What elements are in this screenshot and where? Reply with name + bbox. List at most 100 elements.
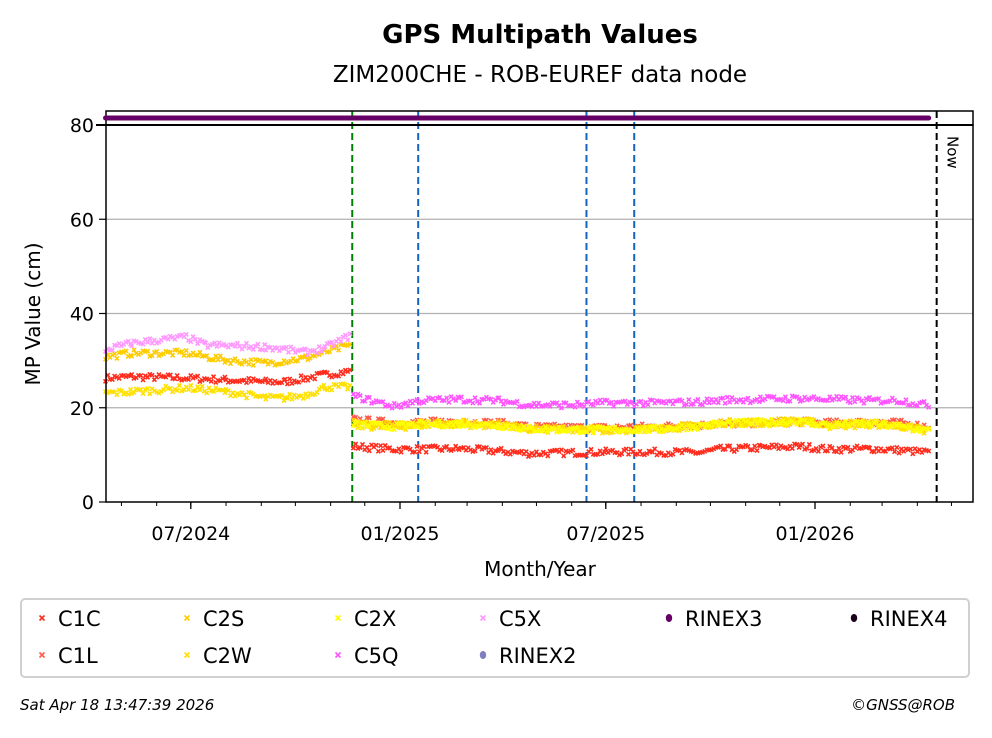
data-point	[140, 341, 146, 347]
data-point	[185, 387, 192, 393]
data-point	[305, 394, 311, 400]
data-point	[195, 373, 201, 379]
data-point	[463, 423, 469, 429]
data-point	[533, 403, 540, 410]
data-point	[210, 374, 217, 380]
data-point	[827, 417, 833, 423]
data-point	[570, 447, 576, 453]
data-point	[140, 391, 146, 397]
data-point	[138, 386, 144, 393]
data-point	[286, 349, 292, 355]
data-point	[347, 367, 353, 373]
data-point	[400, 420, 406, 426]
legend-marker-icon	[183, 651, 191, 659]
data-point	[303, 347, 309, 353]
data-point	[183, 331, 189, 338]
data-point	[283, 344, 289, 350]
data-point	[183, 347, 189, 354]
data-point	[114, 355, 120, 361]
data-point	[329, 340, 335, 346]
data-point	[646, 429, 652, 435]
data-point	[345, 337, 351, 343]
data-point	[287, 376, 293, 382]
legend-label: RINEX2	[499, 644, 577, 668]
data-point	[434, 423, 441, 429]
data-point	[357, 393, 363, 399]
data-point	[353, 441, 359, 447]
legend-label: RINEX4	[870, 607, 948, 631]
data-point	[414, 397, 420, 403]
data-point	[208, 378, 214, 384]
data-point	[749, 447, 756, 453]
data-point	[836, 445, 842, 451]
data-point	[192, 388, 198, 394]
data-point	[213, 353, 219, 359]
data-point	[840, 422, 846, 428]
data-point	[804, 445, 810, 451]
data-point	[903, 397, 909, 403]
data-point	[284, 381, 291, 387]
data-point	[495, 421, 501, 427]
data-point	[679, 398, 685, 404]
data-point	[733, 447, 740, 453]
data-point	[882, 420, 889, 426]
legend-item-c1c: C1C	[38, 607, 101, 631]
data-point	[129, 371, 135, 378]
data-point	[590, 429, 596, 435]
data-point	[638, 398, 644, 404]
data-point	[619, 451, 625, 457]
data-point	[170, 352, 176, 358]
series-c2x	[350, 416, 932, 436]
legend-label: C2X	[354, 607, 396, 631]
x-tick-label: 07/2024	[151, 523, 230, 545]
data-point	[425, 418, 431, 424]
x-tick-label: 01/2026	[776, 523, 855, 545]
data-point	[824, 397, 831, 404]
data-point	[248, 357, 254, 363]
data-point	[423, 423, 429, 429]
legend-label: C5X	[499, 607, 541, 631]
data-point	[583, 428, 590, 435]
data-point	[849, 394, 856, 401]
data-point	[230, 390, 236, 396]
series-c5q	[350, 391, 932, 411]
data-point	[181, 352, 187, 358]
data-point	[412, 449, 418, 455]
legend-label: RINEX3	[685, 607, 763, 631]
data-point	[336, 373, 342, 379]
data-point	[581, 403, 587, 410]
data-point	[635, 425, 641, 431]
data-point	[255, 341, 261, 347]
data-point	[359, 441, 366, 447]
data-point	[423, 449, 429, 455]
data-point	[342, 382, 348, 388]
data-point	[444, 395, 450, 401]
data-point	[545, 453, 551, 459]
legend-label: C2W	[203, 644, 252, 668]
data-point	[757, 394, 763, 400]
data-point	[876, 395, 882, 402]
data-point	[321, 382, 327, 388]
y-tick-label: 0	[82, 492, 94, 514]
x-tick-label: 01/2025	[361, 523, 440, 545]
series-c2w	[102, 381, 932, 436]
data-point	[174, 387, 180, 394]
data-point	[519, 427, 525, 433]
legend-marker-icon	[479, 651, 487, 659]
data-point	[683, 401, 690, 407]
data-point	[718, 443, 724, 449]
data-point	[845, 444, 851, 450]
legend-label: C5Q	[354, 644, 399, 668]
data-point	[749, 421, 756, 427]
data-point	[645, 402, 651, 408]
x-axis: 07/2024 01/2025 07/2025 01/2026	[120, 502, 952, 545]
data-point	[514, 398, 520, 404]
y-axis-label: MP Value (cm)	[21, 242, 45, 385]
data-point	[921, 430, 927, 436]
data-point	[488, 447, 494, 453]
data-point	[160, 387, 167, 393]
data-point	[483, 445, 489, 451]
data-point	[542, 424, 549, 430]
data-point	[852, 399, 858, 405]
